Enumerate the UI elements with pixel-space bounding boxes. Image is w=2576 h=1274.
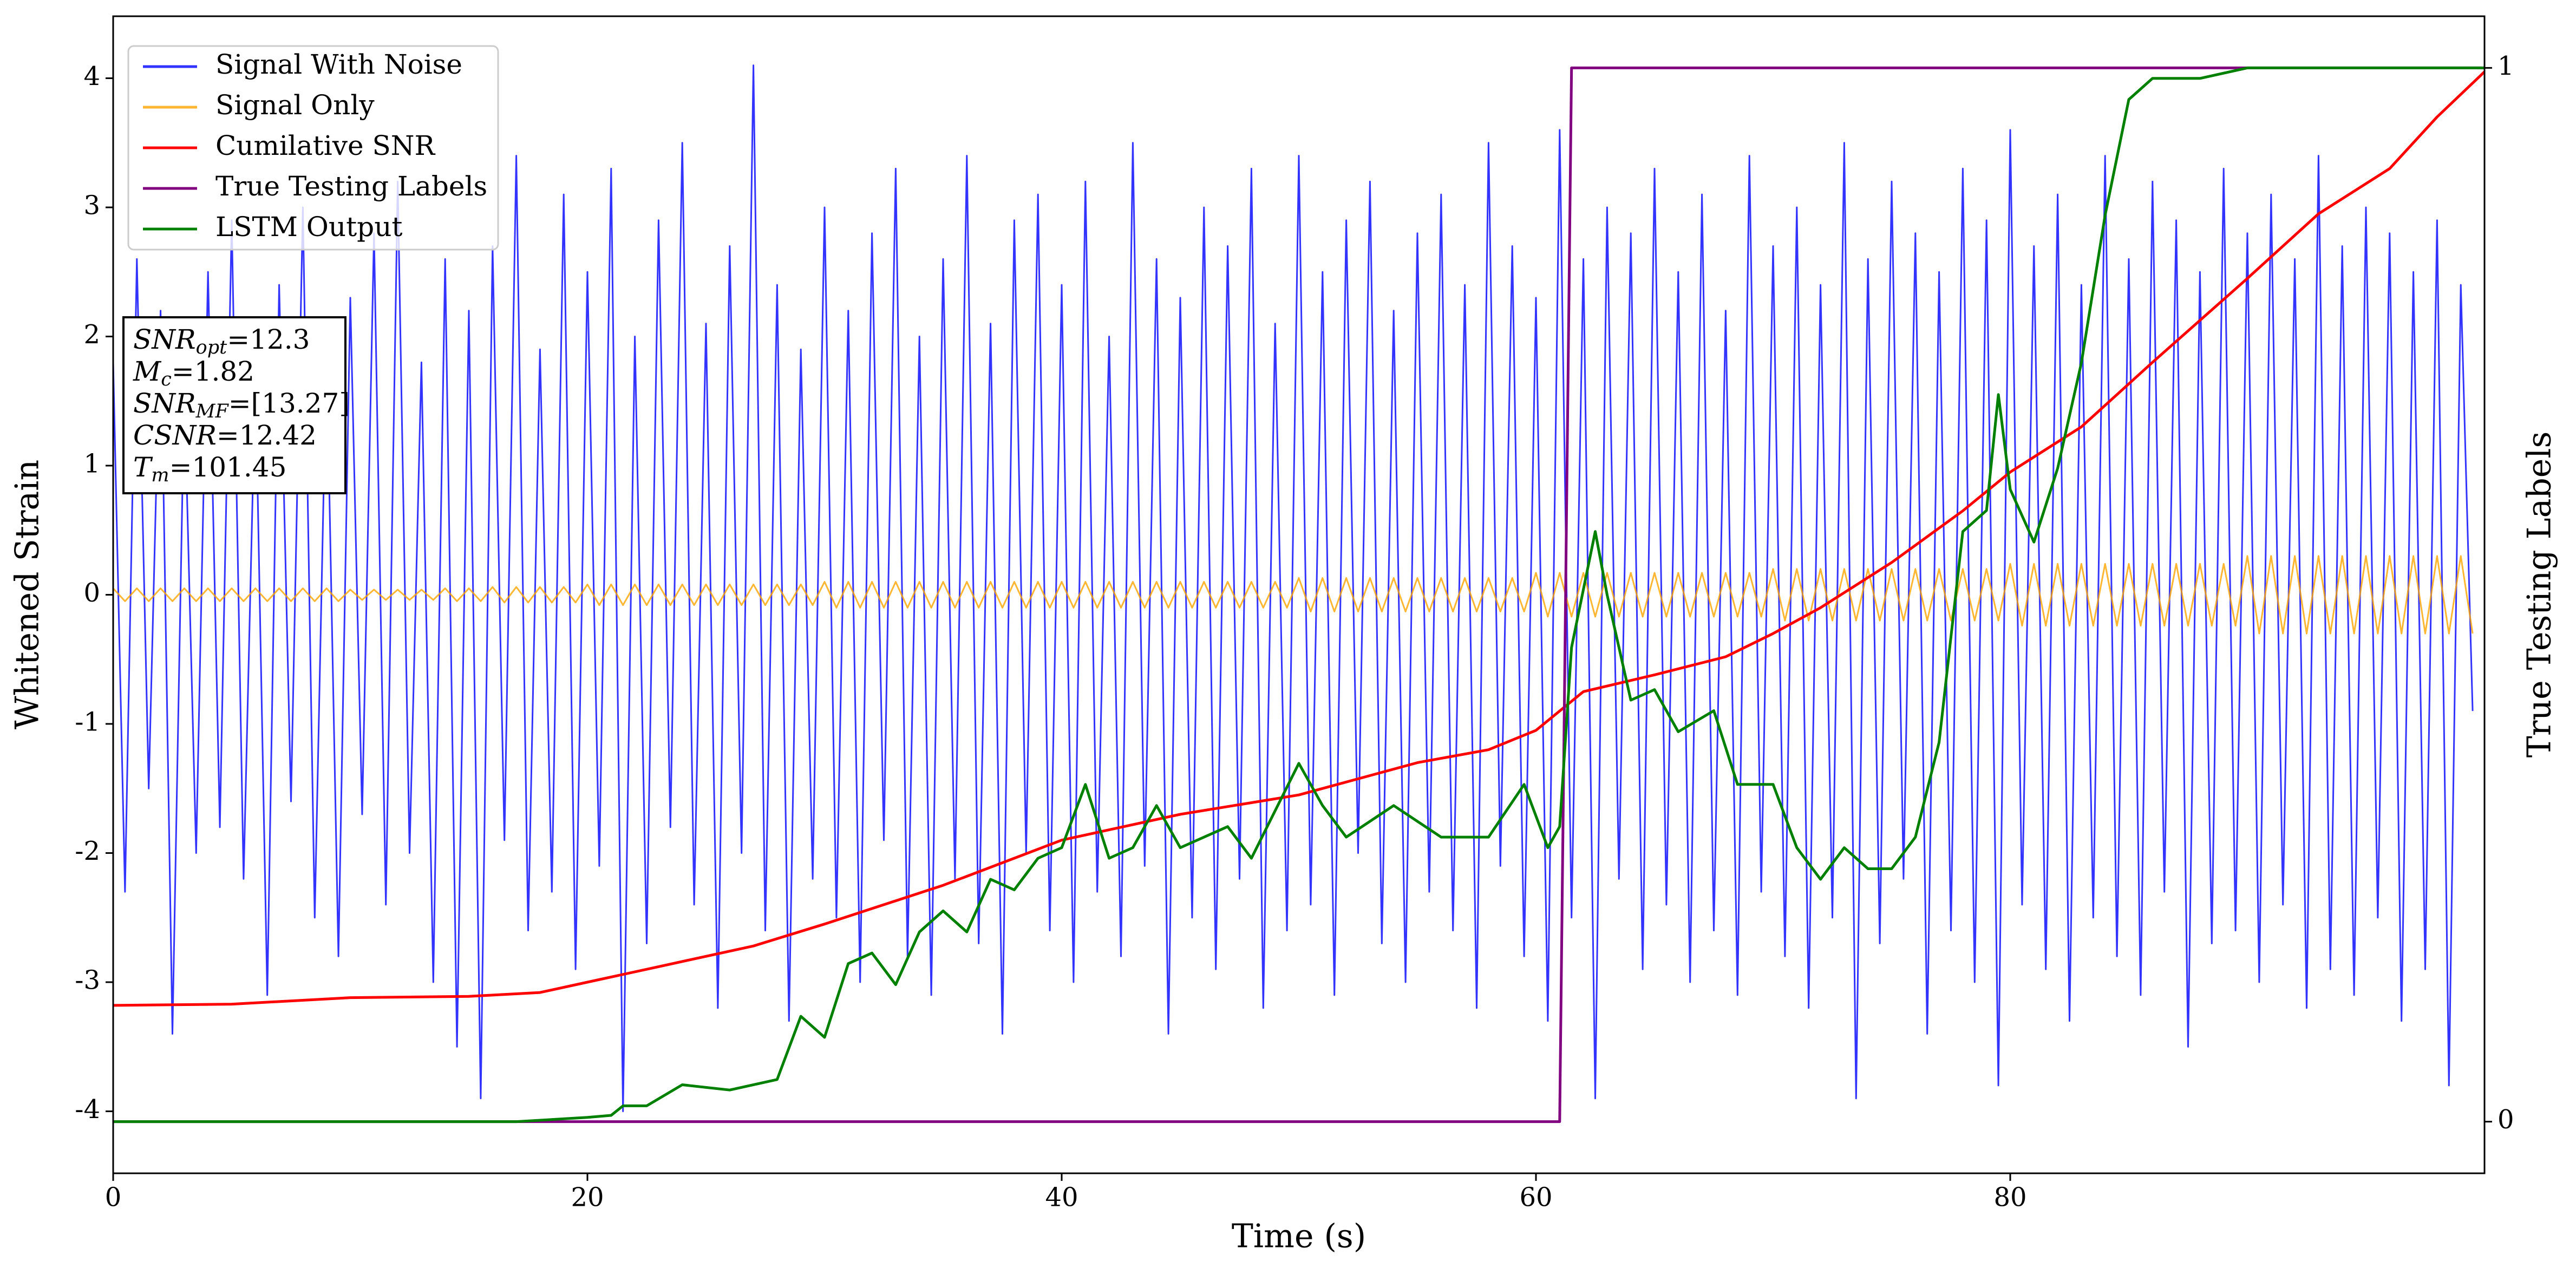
y-tick-label: 0 — [83, 578, 100, 608]
legend-label: Signal Only — [215, 89, 375, 121]
annotation-line: Mc=1.82 — [133, 356, 254, 390]
series-line — [113, 66, 2485, 1123]
x-tick-label: 40 — [1045, 1182, 1078, 1213]
x-tick-label: 0 — [105, 1182, 122, 1213]
legend-label: Signal With Noise — [215, 49, 462, 80]
annotation-var: SNR — [133, 324, 196, 355]
plot-frame — [112, 15, 2486, 1174]
annotation-box: SNRopt=12.3Mc=1.82SNRMF=[13.27]CSNR=12.4… — [122, 316, 350, 494]
y-tick-label: -2 — [75, 836, 100, 866]
x-tick-label: 60 — [1519, 1182, 1552, 1213]
y-axis-label: Whitened Strain — [9, 460, 47, 729]
legend-label: LSTM Output — [215, 211, 402, 243]
annotation-sub: opt — [196, 337, 227, 358]
series-line — [113, 66, 2485, 1123]
y-tick-label: -1 — [75, 707, 100, 737]
annotation-text: =1.82 — [172, 356, 254, 387]
y-tick-label: 2 — [83, 319, 100, 350]
annotation-var: SNR — [133, 388, 196, 419]
annotation-sub: MF — [195, 401, 230, 422]
series-line — [113, 70, 2485, 1007]
x-axis-label: Time (s) — [1232, 1218, 1366, 1256]
legend-box — [127, 45, 499, 251]
plot-area — [113, 64, 2485, 1123]
annotation-line: Tm=101.45 — [133, 452, 286, 486]
y2-tick-label: 0 — [2497, 1105, 2514, 1135]
annotation-frame — [122, 316, 346, 494]
legend-label: Cumilative SNR — [215, 130, 435, 161]
annotation-text: =12.42 — [217, 420, 317, 451]
annotation-text: =12.3 — [227, 324, 310, 355]
y-tick-label: 1 — [83, 448, 100, 479]
annotation-sub: c — [161, 369, 172, 390]
y-tick-label: 3 — [83, 190, 100, 220]
annotation-line: SNRMF=[13.27] — [133, 388, 350, 422]
annotation-line: SNRopt=12.3 — [133, 324, 310, 358]
y2-axis-label: True Testing Labels — [2521, 432, 2559, 758]
legend: Signal With Noise Signal Only Cumilative S… — [127, 45, 499, 251]
x-tick-label: 20 — [571, 1182, 604, 1213]
y-tick-label: -4 — [75, 1094, 100, 1125]
annotation-line: CSNR=12.42 — [133, 420, 317, 451]
legend-label: True Testing Labels — [215, 171, 487, 202]
annotation-text: =[13.27] — [228, 388, 350, 419]
annotation-var: T — [133, 452, 153, 483]
series-line — [113, 64, 2474, 1112]
y-tick-label: -3 — [75, 965, 100, 996]
y2-tick-label: 1 — [2497, 51, 2514, 81]
y-tick-label: 4 — [83, 61, 100, 92]
annotation-text: =101.45 — [169, 452, 287, 483]
x-tick-label: 80 — [1993, 1182, 2026, 1213]
annotation-var: CSNR — [133, 420, 217, 451]
series-line — [113, 555, 2474, 635]
annotation-var: M — [133, 356, 162, 387]
annotation-sub: m — [151, 465, 169, 486]
